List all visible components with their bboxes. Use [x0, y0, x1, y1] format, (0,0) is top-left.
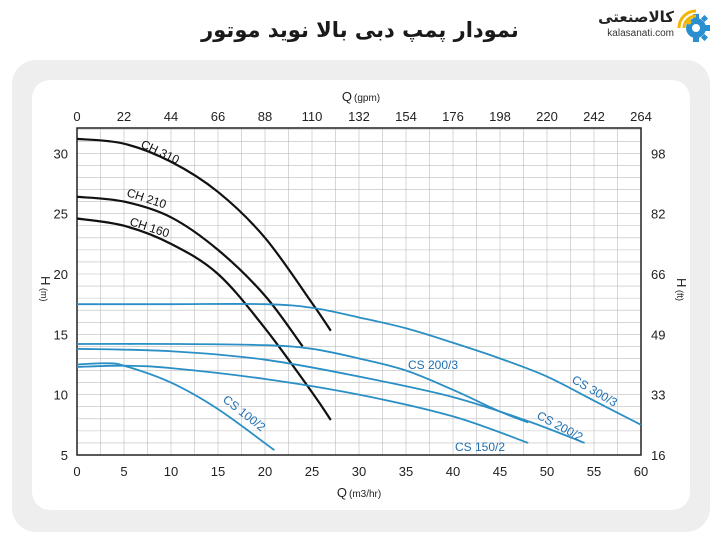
curve-ch-210	[76, 195, 304, 348]
x-top-tick-label: 66	[211, 109, 225, 124]
x-top-tick-label: 132	[348, 109, 370, 124]
y-left-axis-unit: (m)	[39, 288, 49, 302]
x-bottom-axis-label: Q	[337, 485, 347, 500]
y-right-axis-label: H	[674, 278, 689, 287]
x-top-tick-label: 110	[302, 109, 323, 124]
x-bottom-tick-label: 20	[258, 464, 272, 479]
x-top-tick-label: 22	[117, 109, 131, 124]
curve-ch-310	[76, 137, 332, 332]
x-top-tick-label: 154	[395, 109, 417, 124]
x-bottom-tick-label: 30	[352, 464, 366, 479]
plot-border	[76, 127, 642, 456]
x-bottom-tick-label: 45	[493, 464, 507, 479]
y-right-tick-label: 98	[651, 146, 665, 161]
curve-cs-100-2	[76, 362, 275, 451]
x-bottom-tick-label: 55	[587, 464, 601, 479]
x-top-tick-label: 242	[583, 109, 605, 124]
y-left-axis-label: H	[38, 276, 53, 285]
x-top-tick-label: 0	[73, 109, 80, 124]
logo-text: کالاصنعتی	[598, 8, 674, 26]
x-bottom-tick-label: 60	[634, 464, 648, 479]
curve-label: CH 160	[128, 215, 171, 241]
y-left-tick-label: 30	[54, 146, 68, 161]
x-top-tick-label: 44	[164, 109, 178, 124]
y-right-axis-unit: (ft)	[675, 290, 685, 301]
brand-logo[interactable]: کالاصنعتی kalasanati.com	[598, 6, 710, 46]
x-bottom-tick-label: 0	[73, 464, 80, 479]
x-bottom-tick-label: 5	[120, 464, 127, 479]
y-left-tick-label: 25	[54, 207, 68, 222]
x-bottom-axis-unit: (m3/hr)	[349, 489, 381, 500]
y-right-tick-label: 82	[651, 207, 665, 222]
x-top-tick-label: 264	[630, 109, 652, 124]
x-top-axis-label: Q	[342, 89, 352, 104]
x-bottom-tick-label: 10	[164, 464, 178, 479]
y-left-tick-label: 10	[54, 388, 68, 403]
x-bottom-tick-label: 25	[305, 464, 319, 479]
x-top-axis-unit: (gpm)	[354, 93, 380, 104]
y-right-tick-label: 16	[651, 448, 665, 463]
x-top-tick-label: 176	[442, 109, 464, 124]
y-left-tick-label: 20	[54, 267, 68, 282]
page-title: نمودار پمپ دبی بالا نوید موتور	[201, 18, 519, 42]
curve-ch-160	[76, 217, 332, 421]
x-bottom-tick-label: 40	[446, 464, 460, 479]
curve-cs-200-2	[76, 347, 585, 444]
curve-cs-200-3	[76, 343, 529, 424]
y-right-tick-label: 49	[651, 327, 665, 342]
gear-wifi-icon	[677, 9, 710, 42]
y-right-tick-label: 66	[651, 267, 665, 282]
chart-card	[32, 80, 690, 510]
y-left-tick-label: 5	[61, 448, 68, 463]
x-bottom-tick-label: 35	[399, 464, 413, 479]
x-top-tick-label: 198	[489, 109, 511, 124]
curve-label: CS 150/2	[455, 440, 505, 454]
x-top-tick-label: 220	[536, 109, 558, 124]
y-right-tick-label: 33	[651, 388, 665, 403]
curve-label: CS 200/3	[408, 358, 458, 372]
logo-domain: kalasanati.com	[607, 28, 674, 39]
curve-cs-300-3	[77, 303, 642, 426]
y-left-tick-label: 15	[54, 327, 68, 342]
x-bottom-tick-label: 50	[540, 464, 554, 479]
x-top-tick-label: 88	[258, 109, 272, 124]
x-bottom-tick-label: 15	[211, 464, 225, 479]
